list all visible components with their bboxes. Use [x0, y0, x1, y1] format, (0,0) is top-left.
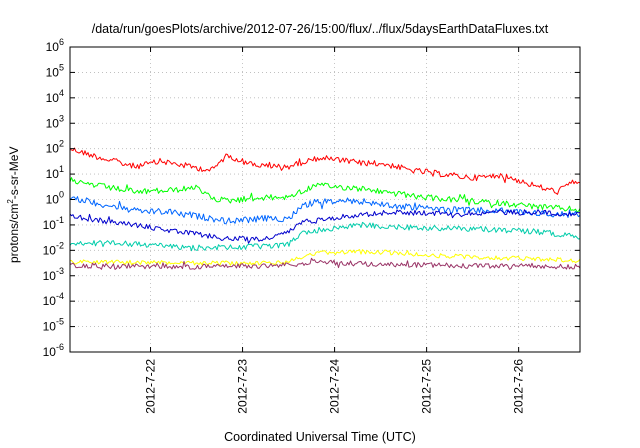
y-tick-label: 100 — [46, 190, 64, 207]
y-tick-label: 104 — [46, 88, 64, 105]
x-tick-label: 2012-7-23 — [236, 359, 250, 414]
y-tick-label: 101 — [46, 164, 64, 181]
y-tick-label: 106 — [46, 37, 64, 54]
x-tick-label: 2012-7-25 — [420, 359, 434, 414]
y-tick-label: 10-3 — [43, 266, 64, 283]
y-tick-label: 105 — [46, 62, 64, 79]
series-line-5 — [69, 221, 581, 252]
series-line-2 — [69, 177, 581, 213]
x-tick-label: 2012-7-24 — [328, 359, 342, 414]
x-tick-label: 2012-7-22 — [144, 359, 158, 414]
x-axis-label: Coordinated Universal Time (UTC) — [224, 430, 416, 444]
y-tick-label: 102 — [46, 139, 64, 156]
series-line-3 — [69, 196, 581, 225]
y-tick-label: 10-2 — [43, 240, 64, 257]
chart-title: /data/run/goesPlots/archive/2012-07-26/1… — [91, 22, 549, 36]
y-tick-label: 10-1 — [43, 215, 64, 232]
y-tick-label: 10-5 — [43, 317, 64, 334]
series-line-6 — [69, 249, 581, 266]
y-tick-label: 10-6 — [43, 342, 64, 359]
y-tick-label: 103 — [46, 113, 64, 130]
series-line-1 — [69, 147, 581, 195]
series-line-7 — [69, 257, 581, 270]
x-tick-label: 2012-7-26 — [512, 359, 526, 414]
y-tick-label: 10-4 — [43, 291, 64, 308]
series-line-4 — [69, 209, 581, 244]
y-axis-label: protons/cm2-s-sr-MeV — [6, 146, 21, 263]
